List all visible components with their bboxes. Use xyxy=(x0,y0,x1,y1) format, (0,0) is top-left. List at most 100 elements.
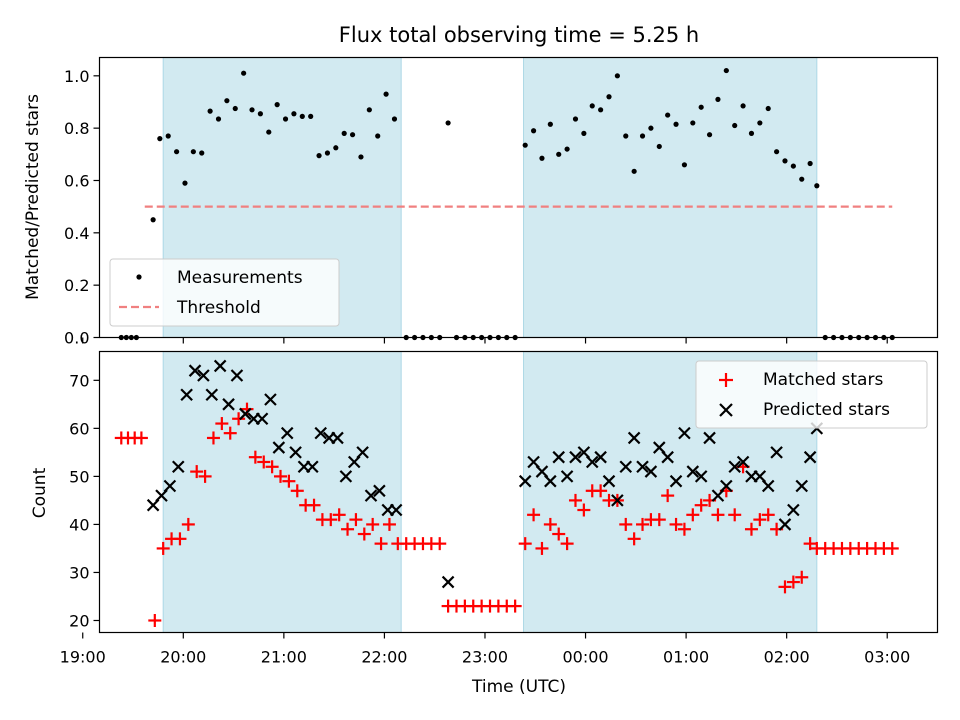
predicted-star-point xyxy=(364,489,378,502)
bottom-shaded-intervals xyxy=(162,351,818,633)
predicted-star-point xyxy=(770,446,783,459)
matched-star-point xyxy=(518,537,532,551)
matched-star-point xyxy=(232,412,246,426)
predicted-star-point xyxy=(197,369,210,382)
predicted-star-point xyxy=(264,393,277,406)
matched-star-point xyxy=(669,517,683,531)
measurement-point xyxy=(316,153,322,159)
predicted-star-point xyxy=(728,460,741,474)
matched-star-point xyxy=(307,498,321,512)
predicted-star-point xyxy=(544,474,557,488)
measurement-point xyxy=(199,150,205,156)
predicted-star-point xyxy=(356,446,369,459)
matched-star-point xyxy=(543,517,557,531)
matched-star-point xyxy=(366,517,380,531)
measurement-point xyxy=(341,130,347,136)
predicted-star-point xyxy=(803,450,817,464)
measurement-point xyxy=(324,150,331,156)
top-y-axis: 0.0 0.2 0.4 0.6 0.8 1.0 xyxy=(64,67,100,348)
predicted-star-point xyxy=(678,426,691,440)
matched-star-point xyxy=(778,580,792,594)
predicted-star-point xyxy=(180,388,193,402)
measurement-point xyxy=(564,146,570,152)
matched-star-point xyxy=(324,513,338,527)
predicted-star-point xyxy=(280,426,294,440)
measurement-point xyxy=(358,154,364,160)
x-tick-label: 20:00 xyxy=(160,648,206,667)
matched-star-point xyxy=(885,541,899,555)
measurement-point xyxy=(165,133,171,139)
matched-star-point xyxy=(786,575,800,589)
measurement-point xyxy=(732,122,738,129)
measurement-point xyxy=(274,102,280,108)
predicted-star-point xyxy=(686,465,700,478)
top-x-ticks xyxy=(82,337,888,344)
matched-star-point xyxy=(711,508,725,522)
matched-star-point xyxy=(803,537,817,551)
predicted-star-point xyxy=(761,479,775,493)
x-axis-label: Time (UTC) xyxy=(471,677,566,697)
predicted-star-point xyxy=(222,398,235,411)
matched-star-point xyxy=(636,517,650,531)
measurement-point xyxy=(698,104,704,110)
matched-star-point xyxy=(206,431,220,445)
matched-star-point xyxy=(795,570,809,584)
matched-star-point xyxy=(215,417,229,431)
measurement-point xyxy=(598,107,604,113)
predicted-star-point xyxy=(441,575,455,589)
matched-star-point xyxy=(753,513,767,527)
matched-star-point xyxy=(257,455,271,469)
predicted-star-point xyxy=(602,474,616,488)
predicted-star-point xyxy=(611,494,624,507)
matched-star-point xyxy=(677,522,691,536)
measurement-point xyxy=(530,128,537,134)
predicted-star-point xyxy=(703,431,716,445)
measurement-point xyxy=(215,116,222,122)
measurement-point xyxy=(349,132,356,138)
matched-star-point xyxy=(148,613,162,627)
predicted-star-point xyxy=(619,460,633,474)
measurement-point xyxy=(333,145,339,151)
predicted-star-point xyxy=(272,441,286,454)
predicted-star-point xyxy=(795,479,809,493)
y-tick-label: 0.6 xyxy=(64,171,89,190)
matched-star-point xyxy=(594,484,608,498)
x-tick-label: 22:00 xyxy=(361,648,407,667)
measurement-point xyxy=(522,142,528,148)
y-tick-label: 40 xyxy=(69,515,89,534)
top-plot-frame xyxy=(98,56,939,339)
predicted-star-point xyxy=(314,426,328,440)
predicted-star-point xyxy=(694,470,708,483)
shaded-interval xyxy=(162,351,402,633)
measurement-point xyxy=(623,133,629,139)
matched-star-point xyxy=(198,469,212,483)
legend-threshold-label: Threshold xyxy=(176,298,261,318)
measurement-point xyxy=(299,113,305,119)
predicted-star-point xyxy=(552,450,566,464)
matched-star-point xyxy=(535,541,549,555)
measurement-point xyxy=(681,162,688,168)
predicted-star-point xyxy=(239,407,252,421)
measurement-point xyxy=(706,132,713,138)
measurement-point xyxy=(282,116,289,122)
predicted-star-point xyxy=(205,388,219,402)
predicted-star-point xyxy=(213,359,227,373)
y-tick-label: 0.2 xyxy=(64,276,89,295)
predicted-star-point xyxy=(389,503,403,517)
predicted-star-point xyxy=(594,450,607,464)
bottom-panel: 20 30 40 50 60 70 19:00 20:00 21:00 22:00 23:00 00… xyxy=(30,350,939,697)
predicted-star-point xyxy=(585,455,599,469)
matched-star-point xyxy=(744,522,758,536)
legend-matched-label: Matched stars xyxy=(763,370,883,390)
measurement-point xyxy=(556,151,562,157)
measurement-point xyxy=(190,149,196,155)
measurement-point xyxy=(589,103,595,109)
measurement-point xyxy=(232,105,238,112)
y-tick-label: 30 xyxy=(69,563,89,582)
measurement-point xyxy=(656,143,662,150)
measurement-point xyxy=(814,183,820,189)
matched-star-point xyxy=(332,508,346,522)
y-tick-label: 60 xyxy=(69,419,89,438)
measurement-point xyxy=(207,108,213,114)
